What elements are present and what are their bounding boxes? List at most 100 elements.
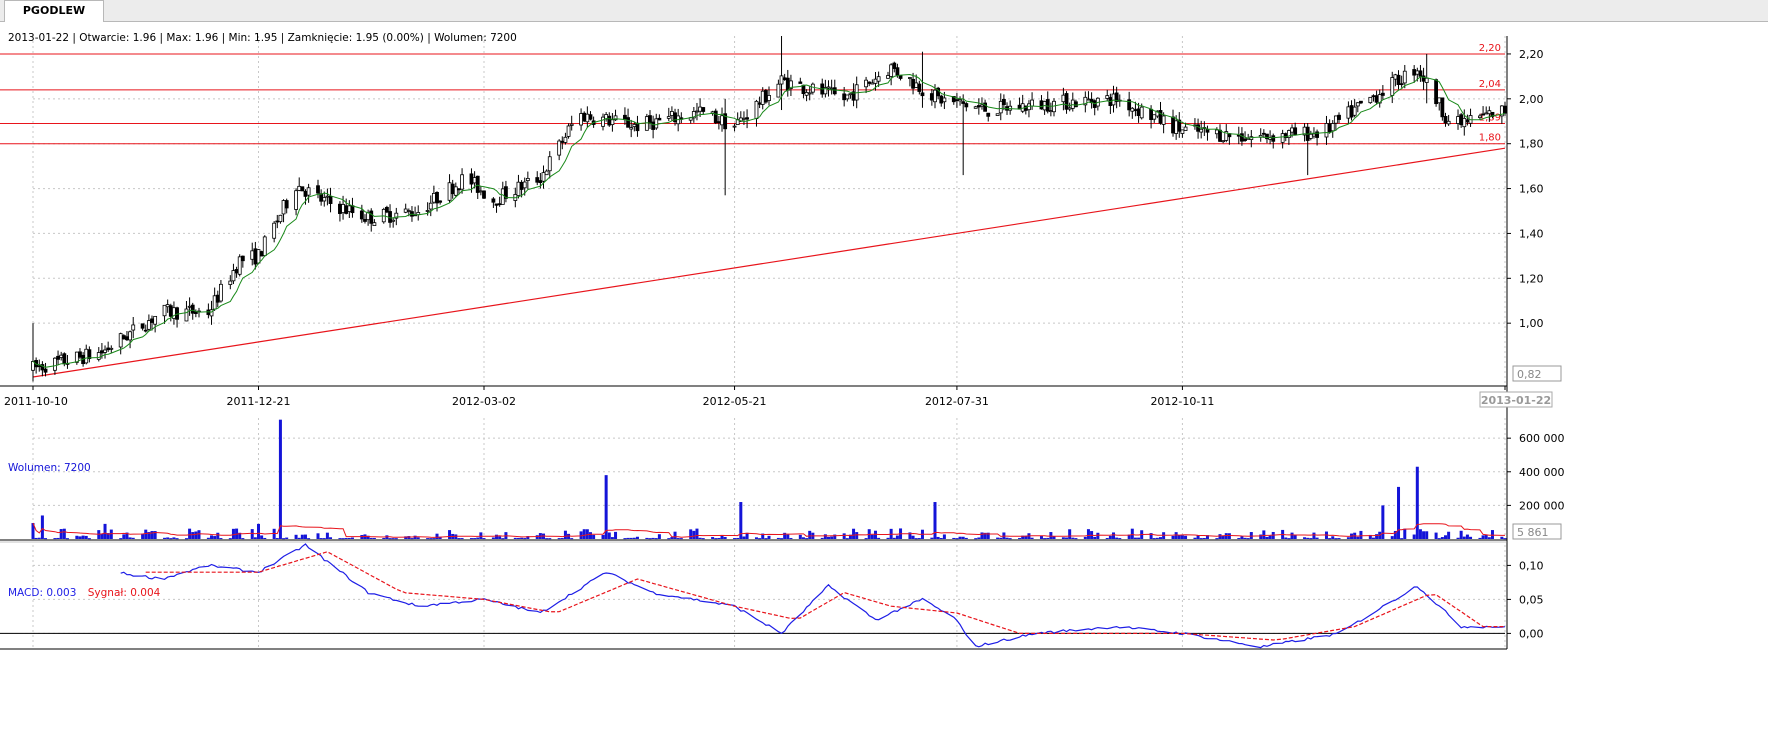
- volume-bar: [535, 535, 539, 539]
- volume-bar: [1152, 538, 1156, 540]
- candle-body: [184, 308, 189, 322]
- trendline: [32, 147, 1506, 378]
- price-tick-label: 1,00: [1519, 317, 1544, 330]
- candle-body: [757, 102, 762, 105]
- candle-body: [435, 191, 439, 204]
- candle-body: [785, 77, 790, 91]
- volume-bar: [582, 529, 586, 539]
- candle-body: [951, 96, 956, 103]
- volume-bar: [886, 537, 890, 539]
- candle-body: [610, 119, 615, 126]
- volume-bar: [413, 535, 417, 539]
- candle-body: [1333, 115, 1338, 124]
- candle-body: [78, 351, 82, 358]
- volume-bar: [1284, 537, 1288, 539]
- volume-bar: [1503, 538, 1507, 540]
- macd-tick-label: 0,10: [1519, 559, 1544, 572]
- volume-bar: [567, 533, 571, 539]
- candle-body: [695, 110, 699, 113]
- candle-body: [240, 255, 245, 262]
- candle-body: [428, 202, 433, 210]
- volume-bar: [144, 529, 148, 539]
- volume-bar: [1397, 486, 1401, 539]
- volume-bar: [1465, 534, 1469, 539]
- candle-body: [297, 185, 302, 191]
- candle-body: [632, 124, 637, 127]
- candle-body: [347, 205, 352, 213]
- candle-body: [1030, 99, 1034, 107]
- volume-bar: [482, 538, 486, 540]
- x-tick-label-current: 2013-01-22: [1481, 394, 1551, 407]
- volume-bar: [1083, 536, 1087, 539]
- candle-body: [1039, 100, 1044, 110]
- volume-bar: [206, 537, 210, 539]
- candle-body: [372, 222, 377, 226]
- candle-body: [1393, 74, 1398, 80]
- moving-average-line: [32, 73, 1506, 368]
- candle-body: [228, 280, 233, 285]
- volume-bar: [667, 538, 671, 540]
- candle-body: [1481, 113, 1485, 116]
- volume-bar: [1118, 538, 1122, 540]
- volume-bar: [1043, 538, 1047, 540]
- candle-body: [1346, 106, 1351, 119]
- candle-body: [250, 250, 255, 260]
- candle-body: [1412, 69, 1417, 76]
- volume-bar: [322, 538, 326, 540]
- candle-body: [917, 83, 922, 92]
- volume-bar: [733, 538, 737, 540]
- candle-body: [431, 192, 436, 203]
- volume-tick-label: 400 000: [1519, 466, 1565, 479]
- candle-body: [106, 347, 111, 351]
- candle-body: [1214, 129, 1219, 135]
- candle-body: [563, 136, 568, 143]
- volume-bar: [939, 538, 943, 540]
- volume-bar: [783, 532, 787, 539]
- candle-body: [187, 305, 192, 308]
- volume-bar: [952, 537, 956, 539]
- candle-body: [976, 105, 981, 108]
- volume-bar: [188, 528, 192, 539]
- volume-bar: [1425, 531, 1429, 539]
- candle-body: [253, 248, 258, 265]
- volume-bar: [1130, 528, 1134, 539]
- volume-bar: [81, 535, 85, 539]
- volume-bar: [1105, 538, 1109, 540]
- volume-bar: [610, 537, 614, 539]
- candle-body: [231, 270, 236, 282]
- candle-body: [716, 121, 721, 124]
- volume-bar: [197, 530, 201, 539]
- candle-body: [341, 204, 345, 214]
- volume-bar: [59, 529, 63, 539]
- volume-bar: [1371, 537, 1375, 539]
- candle-body: [1290, 127, 1294, 133]
- info-line: 2013-01-22 | Otwarcie: 1.96 | Max: 1.96 …: [8, 32, 517, 44]
- tab-pgodlew[interactable]: PGODLEW: [4, 0, 104, 22]
- volume-bar: [163, 537, 167, 539]
- candle-body: [281, 200, 286, 215]
- x-tick-label: 2012-07-31: [925, 395, 989, 408]
- volume-bar: [404, 536, 408, 539]
- candle-body: [1424, 77, 1429, 83]
- stock-chart[interactable]: 2,20 2,04 1,89 1,80 2,20 2,00 1,80 1,60 1,40 1,2…: [0, 22, 1768, 734]
- volume-bar: [870, 534, 874, 539]
- volume-bar: [382, 538, 386, 540]
- volume-bar: [1177, 535, 1181, 539]
- candle-body: [1440, 97, 1445, 118]
- candle-body: [541, 172, 546, 182]
- volume-bar: [366, 535, 370, 539]
- volume-bar: [1478, 537, 1482, 539]
- candle-body: [328, 196, 333, 204]
- volume-bar: [1008, 538, 1012, 540]
- level-label: 1,80: [1479, 133, 1501, 144]
- volume-bar: [34, 537, 38, 539]
- volume-bar: [1193, 537, 1197, 539]
- candle-body: [453, 186, 458, 196]
- volume-bar: [1068, 529, 1072, 539]
- panel-frames: [0, 36, 1508, 650]
- volume-bar: [1456, 537, 1460, 539]
- candle-body: [59, 354, 64, 358]
- volume-bar: [429, 538, 433, 540]
- volume-bar: [1381, 505, 1385, 539]
- volume-bar: [908, 532, 912, 539]
